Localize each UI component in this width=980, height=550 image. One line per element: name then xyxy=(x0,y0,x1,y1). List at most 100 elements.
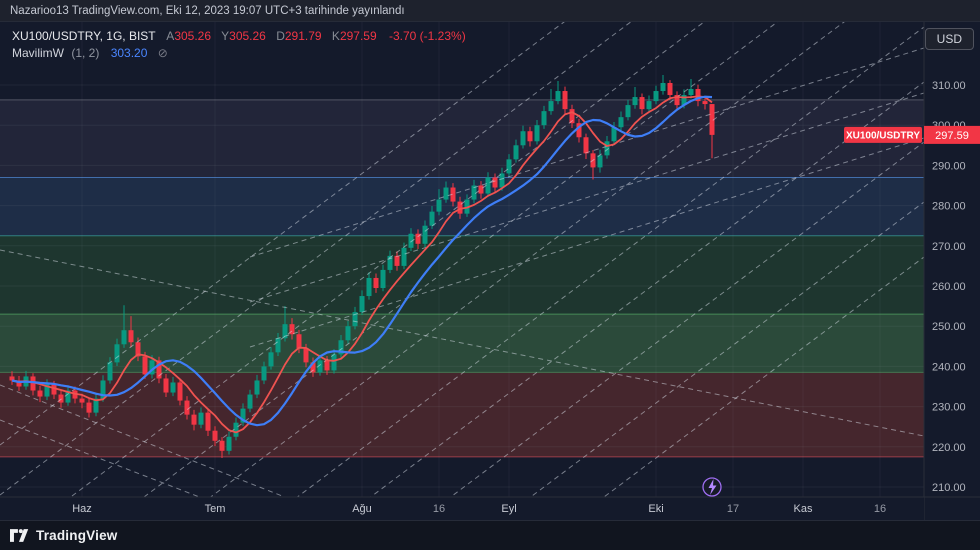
low-label: D xyxy=(276,29,285,43)
candle-body xyxy=(107,362,113,381)
candle-body xyxy=(289,324,295,335)
candle-body xyxy=(275,338,281,353)
candle-body xyxy=(331,354,337,371)
price-zones xyxy=(0,99,924,458)
candle-body xyxy=(254,380,260,395)
high-field: Y305.26 xyxy=(221,29,266,43)
close-field: K297.59 xyxy=(332,29,377,43)
zone-band xyxy=(0,235,924,315)
time-tick-label: Eki xyxy=(648,503,663,515)
legend-symbol-row: XU100/USDTRY, 1G, BIST A305.26 Y305.26 D… xyxy=(12,28,466,45)
dashed-trendline xyxy=(0,22,565,446)
high-value: 305.26 xyxy=(229,29,266,43)
dashed-trendline xyxy=(69,22,705,497)
candle-body xyxy=(457,201,463,214)
candle-body xyxy=(51,384,57,395)
time-tick-label: Eyl xyxy=(501,503,516,515)
candle-body xyxy=(366,277,372,297)
candle-body xyxy=(37,390,43,397)
candle-body xyxy=(401,247,407,266)
candle-body xyxy=(611,127,617,142)
price-tick-label: 290.00 xyxy=(932,160,966,172)
last-price-tag-text: 297.59 xyxy=(935,130,969,142)
candle-body xyxy=(310,362,316,373)
candle-body xyxy=(149,360,155,375)
candle-body xyxy=(317,360,323,373)
candle-body xyxy=(695,89,701,102)
candle-body xyxy=(576,123,582,138)
open-field: A305.26 xyxy=(166,29,211,43)
tradingview-logo-icon xyxy=(10,529,29,542)
dashed-trendline xyxy=(249,47,924,258)
high-label: Y xyxy=(221,29,230,43)
candle-body xyxy=(702,101,708,105)
lightning-marker[interactable] xyxy=(702,477,722,497)
dashed-trendline xyxy=(249,137,924,348)
candle-body xyxy=(163,378,169,393)
dashed-trendline xyxy=(369,81,924,497)
candle-body xyxy=(499,173,505,188)
candle-body xyxy=(9,376,15,381)
time-tick-label: Tem xyxy=(205,503,226,515)
trendline-drawings[interactable] xyxy=(0,22,924,520)
price-tick-label: 230.00 xyxy=(932,402,966,414)
candle-body xyxy=(373,277,379,289)
candle-body xyxy=(478,185,484,194)
time-axis[interactable] xyxy=(0,497,924,520)
indicator-disabled-icon[interactable]: ⊘ xyxy=(157,46,168,60)
price-tick-label: 240.00 xyxy=(932,361,966,373)
candle-body xyxy=(44,384,50,397)
currency-toggle-button[interactable]: USD xyxy=(924,28,974,50)
candle-body xyxy=(303,348,309,363)
candle-body xyxy=(282,324,288,339)
candle-body xyxy=(114,344,120,363)
candle-body xyxy=(394,255,400,266)
grid xyxy=(0,22,924,497)
candle-body xyxy=(359,296,365,313)
symbol-title[interactable]: XU100/USDTRY, 1G, BIST xyxy=(12,29,156,43)
candle-body xyxy=(681,95,687,106)
price-tick-label: 280.00 xyxy=(932,201,966,213)
low-field: D291.79 xyxy=(276,29,321,43)
indicator-params: (1, 2) xyxy=(71,46,100,60)
brand-name: TradingView xyxy=(36,528,118,543)
candle-body xyxy=(513,145,519,160)
candle-body xyxy=(597,155,603,168)
legend: XU100/USDTRY, 1G, BIST A305.26 Y305.26 D… xyxy=(12,28,466,62)
candle-body xyxy=(212,430,218,441)
candle-body xyxy=(240,408,246,423)
candle-body xyxy=(618,117,624,128)
candle-body xyxy=(485,177,491,194)
candle-body xyxy=(205,412,211,431)
candle-body xyxy=(471,185,477,200)
candle-body xyxy=(93,398,99,413)
indicator-name[interactable]: MavilimW xyxy=(12,46,64,60)
candle-body xyxy=(380,269,386,289)
zone-band xyxy=(0,372,924,457)
candle-body xyxy=(464,199,470,214)
candle-body xyxy=(191,414,197,425)
candle-body xyxy=(324,360,330,371)
dashed-trendline xyxy=(296,26,924,497)
dashed-trendline xyxy=(0,22,632,496)
candle-body xyxy=(16,380,22,387)
candle-body xyxy=(387,255,393,270)
publish-info-bar: Nazarioo13 TradingView.com, Eki 12, 2023… xyxy=(0,0,980,22)
candle-body xyxy=(408,233,414,248)
dashed-trendline xyxy=(143,22,779,497)
candle-body xyxy=(100,380,106,399)
tradingview-logo[interactable]: TradingView xyxy=(10,528,117,543)
price-axis[interactable] xyxy=(924,22,980,520)
dashed-trendline xyxy=(249,92,924,303)
candle-body xyxy=(709,104,715,135)
price-tick-label: 260.00 xyxy=(932,281,966,293)
candle-body xyxy=(415,233,421,244)
candle-body xyxy=(632,97,638,106)
candle-body xyxy=(177,382,183,401)
candle-body xyxy=(569,109,575,124)
chart-canvas[interactable]: 310.00300.00290.00280.00270.00260.00250.… xyxy=(0,22,980,520)
candle-body xyxy=(156,360,162,379)
candle-body xyxy=(520,131,526,146)
candle-body xyxy=(121,330,127,345)
